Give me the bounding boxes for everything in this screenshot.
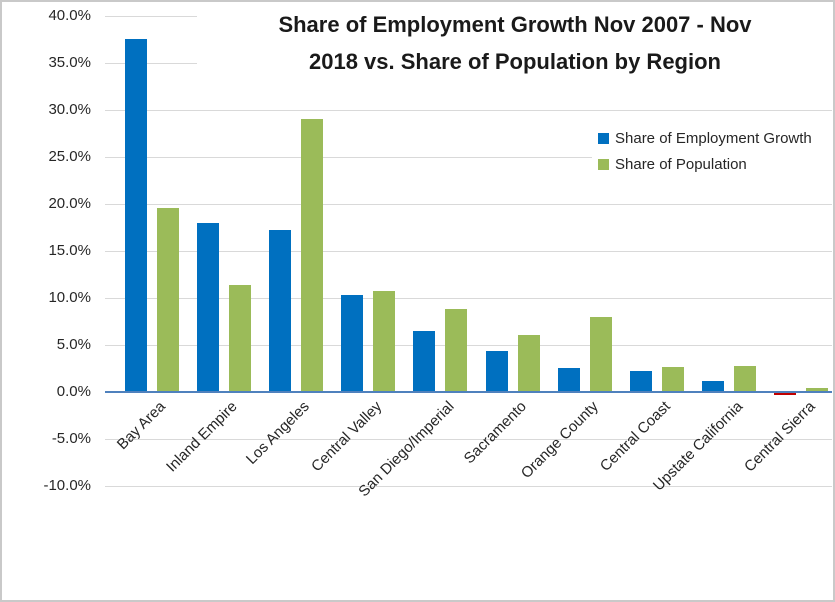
bar-share-of-population-inland-empire <box>229 285 251 392</box>
legend-swatch-population-icon <box>598 158 609 170</box>
y-axis-label--10.0%: -10.0% <box>43 477 91 494</box>
chart-title-line-1: Share of Employment Growth Nov 2007 - No… <box>278 12 752 37</box>
bar-share-of-employment-growth-orange-county <box>558 368 580 392</box>
bar-share-of-population-central-coast <box>662 367 684 392</box>
y-axis-label-0.0%: 0.0% <box>56 383 91 400</box>
x-axis-label-bay-area: Bay Area <box>113 398 169 454</box>
x-axis-label-central-valley: Central Valley <box>307 398 386 476</box>
y-axis-label-40.0%: 40.0% <box>48 7 91 24</box>
y-axis-label-15.0%: 15.0% <box>48 242 91 259</box>
bar-share-of-population-los-angeles <box>301 119 323 392</box>
legend-swatch-employment-growth-icon <box>598 132 609 144</box>
y-axis-label--5.0%: -5.0% <box>51 430 91 447</box>
bar-share-of-employment-growth-san-diego-imperial <box>413 331 435 392</box>
y-axis-label-35.0%: 35.0% <box>48 54 91 71</box>
bar-share-of-employment-growth-upstate-california <box>702 381 724 392</box>
bar-share-of-population-central-valley <box>373 291 395 392</box>
bar-share-of-employment-growth-inland-empire <box>197 223 219 392</box>
legend-item-population: Share of Population <box>592 151 833 177</box>
bar-share-of-population-sacramento <box>518 335 540 392</box>
gridline-30.0% <box>105 110 832 111</box>
x-axis-label-central-sierra: Central Sierra <box>740 398 819 476</box>
bar-share-of-population-san-diego-imperial <box>445 309 467 392</box>
gridline-10.0% <box>105 298 832 299</box>
gridline-5.0% <box>105 345 832 346</box>
y-axis-label-5.0%: 5.0% <box>56 336 91 353</box>
bar-share-of-employment-growth-central-coast <box>630 371 652 392</box>
bar-share-of-employment-growth-central-sierra <box>774 393 796 395</box>
bar-share-of-population-upstate-california <box>734 366 756 392</box>
y-axis-label-10.0%: 10.0% <box>48 289 91 306</box>
x-axis-line <box>105 391 832 393</box>
gridline-25.0% <box>105 157 832 158</box>
legend: Share of Employment Growth Share of Popu… <box>592 123 833 179</box>
x-axis-label-los-angeles: Los Angeles <box>243 398 313 468</box>
gridline-15.0% <box>105 251 832 252</box>
chart-title-line-2: 2018 vs. Share of Population by Region <box>309 49 721 74</box>
gridline--5.0% <box>105 439 832 440</box>
gridline-20.0% <box>105 204 832 205</box>
y-axis-label-25.0%: 25.0% <box>48 148 91 165</box>
bar-share-of-employment-growth-los-angeles <box>269 230 291 392</box>
bar-share-of-employment-growth-sacramento <box>486 351 508 392</box>
legend-label-population: Share of Population <box>615 155 747 173</box>
legend-label-employment-growth: Share of Employment Growth <box>615 129 812 147</box>
gridline--10.0% <box>105 486 832 487</box>
bar-share-of-employment-growth-central-valley <box>341 295 363 392</box>
y-axis-label-30.0%: 30.0% <box>48 101 91 118</box>
chart-title: Share of Employment Growth Nov 2007 - No… <box>197 6 833 90</box>
bar-share-of-population-orange-county <box>590 317 612 392</box>
x-axis-label-sacramento: Sacramento <box>460 398 530 468</box>
x-axis-label-central-coast: Central Coast <box>597 398 674 475</box>
bar-share-of-employment-growth-bay-area <box>125 39 147 392</box>
bar-share-of-population-bay-area <box>157 208 179 392</box>
bar-share-of-population-central-sierra <box>806 388 828 392</box>
legend-item-employment-growth: Share of Employment Growth <box>592 125 833 151</box>
y-axis-label-20.0%: 20.0% <box>48 195 91 212</box>
x-axis-label-inland-empire: Inland Empire <box>163 398 241 476</box>
